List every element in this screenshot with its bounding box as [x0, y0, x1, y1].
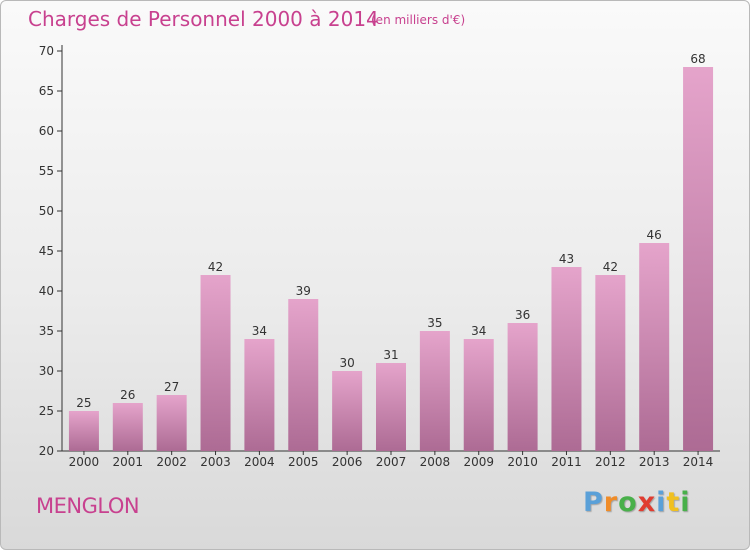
logo-letter: t — [666, 487, 681, 518]
bar — [200, 275, 231, 451]
y-tick-label: 70 — [39, 44, 54, 58]
bar-value-label: 46 — [647, 228, 662, 242]
bar-value-label: 35 — [427, 316, 442, 330]
y-tick-label: 30 — [39, 364, 54, 378]
bar — [507, 323, 538, 451]
x-tick-label: 2000 — [69, 455, 100, 469]
x-tick-label: 2004 — [244, 455, 275, 469]
logo-letter: r — [603, 487, 619, 518]
x-tick-label: 2003 — [200, 455, 231, 469]
y-tick-label: 35 — [39, 324, 54, 338]
commune-name: MENGLON — [36, 494, 140, 518]
x-tick-label: 2010 — [507, 455, 538, 469]
y-tick-label: 45 — [39, 244, 54, 258]
bar-value-label: 36 — [515, 308, 530, 322]
bar-value-label: 31 — [383, 348, 398, 362]
bar-value-label: 42 — [603, 260, 618, 274]
x-tick-label: 2006 — [332, 455, 363, 469]
logo-letter: P — [583, 487, 604, 518]
bar — [463, 339, 494, 451]
bar — [244, 339, 275, 451]
x-tick-label: 2001 — [113, 455, 144, 469]
x-tick-label: 2011 — [551, 455, 582, 469]
x-tick-label: 2008 — [420, 455, 451, 469]
bar — [639, 243, 670, 451]
bar-value-label: 68 — [690, 52, 705, 66]
bar — [376, 363, 406, 451]
chart-title: Charges de Personnel 2000 à 2014 — [28, 7, 379, 31]
bar — [683, 67, 714, 451]
bar — [419, 331, 450, 451]
bar-value-label: 27 — [164, 380, 179, 394]
bar-value-label: 39 — [296, 284, 311, 298]
bar — [68, 411, 99, 451]
x-tick-label: 2012 — [595, 455, 626, 469]
chart-subtitle: (en milliers d'€) — [371, 13, 466, 27]
y-tick-label: 25 — [39, 404, 54, 418]
bar-value-label: 42 — [208, 260, 223, 274]
x-tick-label: 2005 — [288, 455, 319, 469]
bar-value-label: 30 — [339, 356, 354, 370]
y-tick-label: 55 — [39, 164, 54, 178]
x-tick-label: 2013 — [639, 455, 670, 469]
y-tick-label: 40 — [39, 284, 54, 298]
bar — [332, 371, 363, 451]
bar — [551, 267, 582, 451]
bar — [595, 275, 626, 451]
logo-letter: x — [637, 487, 657, 518]
proxiti-logo[interactable]: Proxiti — [583, 487, 691, 518]
y-tick-label: 50 — [39, 204, 54, 218]
bar-value-label: 34 — [471, 324, 486, 338]
bars — [68, 67, 714, 451]
y-tick-label: 20 — [39, 444, 54, 458]
x-tick-label: 2009 — [463, 455, 494, 469]
x-tick-label: 2002 — [156, 455, 187, 469]
logo-letter: o — [618, 487, 638, 518]
value-labels: 25 26 27 42 34 39 30 31 35 34 36 43 42 46 68 — [76, 52, 705, 410]
bar-value-label: 26 — [120, 388, 135, 402]
x-tick-label: 2007 — [376, 455, 407, 469]
bar-value-label: 25 — [76, 396, 91, 410]
logo-letter: i — [656, 487, 667, 518]
bar-value-label: 34 — [252, 324, 267, 338]
logo-letter: i — [680, 487, 691, 518]
bar — [112, 403, 143, 451]
y-tick-label: 65 — [39, 84, 54, 98]
bar — [288, 299, 319, 451]
y-tick-label: 60 — [39, 124, 54, 138]
x-tick-label: 2014 — [683, 455, 714, 469]
axes: 20 25 30 35 40 45 50 55 60 65 70 2000 2001 2002 2003 20… — [39, 44, 720, 469]
bar — [156, 395, 187, 451]
bar-value-label: 43 — [559, 252, 574, 266]
